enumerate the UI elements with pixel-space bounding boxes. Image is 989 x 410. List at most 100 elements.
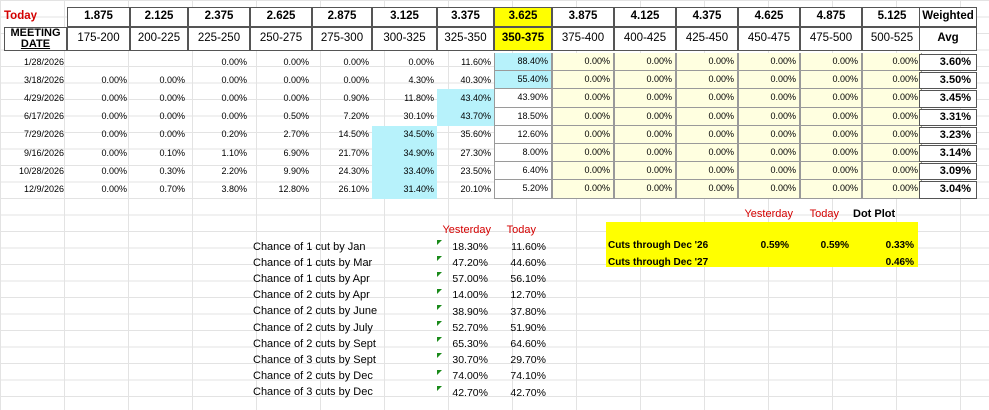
meeting-date-header[interactable]: MEETING DATE xyxy=(4,27,67,51)
probability-cell[interactable]: 43.70% xyxy=(437,107,494,126)
probability-cell[interactable]: 0.00% xyxy=(614,89,676,108)
probability-cell[interactable]: 0.00% xyxy=(283,74,309,85)
probability-cell[interactable]: 0.70% xyxy=(159,183,185,194)
probability-cell[interactable]: 0.00% xyxy=(552,162,614,181)
weighted-avg-cell[interactable]: 3.23% xyxy=(919,126,977,144)
probability-cell[interactable]: 0.00% xyxy=(800,107,862,126)
cut-yesterday-value[interactable]: 74.00% xyxy=(452,370,488,383)
cut-today-value[interactable]: 74.10% xyxy=(510,370,546,383)
summary-today-value[interactable]: 0.59% xyxy=(820,240,849,251)
probability-cell[interactable]: 33.40% xyxy=(372,162,437,181)
probability-cell[interactable]: 55.40% xyxy=(494,71,552,90)
probability-cell[interactable]: 20.10% xyxy=(460,183,491,194)
probability-cell[interactable]: 6.40% xyxy=(494,162,552,181)
cut-yesterday-value[interactable]: 52.70% xyxy=(452,321,488,334)
probability-cell[interactable]: 0.00% xyxy=(221,111,247,122)
probability-cell[interactable]: 0.00% xyxy=(614,53,676,72)
probability-cell[interactable]: 0.00% xyxy=(101,111,127,122)
probability-cell[interactable] xyxy=(130,53,188,71)
probability-cell[interactable]: 2.20% xyxy=(221,165,247,176)
probability-cell[interactable]: 0.10% xyxy=(159,147,185,158)
probability-cell[interactable]: 0.00% xyxy=(552,71,614,90)
probability-cell[interactable]: 0.00% xyxy=(800,180,862,199)
weighted-header[interactable]: Weighted xyxy=(919,7,977,27)
range-header[interactable]: 425-450 xyxy=(676,27,738,51)
probability-cell[interactable]: 0.00% xyxy=(283,92,309,103)
probability-cell[interactable]: 0.00% xyxy=(738,180,800,199)
cut-yesterday-value[interactable]: 57.00% xyxy=(452,273,488,286)
probability-cell[interactable]: 40.30% xyxy=(460,74,491,85)
cut-today-value[interactable]: 56.10% xyxy=(510,273,546,286)
summary-row-label[interactable]: Cuts through Dec '26 xyxy=(608,240,709,251)
probability-cell[interactable]: 88.40% xyxy=(494,53,552,72)
probability-cell[interactable]: 21.70% xyxy=(338,147,369,158)
cut-chance-label[interactable]: Chance of 3 cuts by Dec xyxy=(253,386,373,399)
probability-cell[interactable]: 34.90% xyxy=(372,144,437,163)
probability-cell[interactable]: 0.00% xyxy=(676,107,738,126)
probability-cell[interactable]: 0.00% xyxy=(676,125,738,144)
range-header[interactable]: 500-525 xyxy=(862,27,922,51)
probability-cell[interactable]: 14.50% xyxy=(338,129,369,140)
probability-cell[interactable]: 0.00% xyxy=(159,92,185,103)
probability-cell[interactable]: 27.30% xyxy=(460,147,491,158)
probability-cell[interactable]: 23.50% xyxy=(460,165,491,176)
probability-cell[interactable]: 0.00% xyxy=(676,53,738,72)
rate-header[interactable]: 4.125 xyxy=(614,7,676,27)
probability-cell[interactable]: 0.30% xyxy=(159,165,185,176)
probability-cell[interactable]: 0.00% xyxy=(738,162,800,181)
rate-header[interactable]: 1.875 xyxy=(67,7,130,27)
range-header[interactable]: 200-225 xyxy=(130,27,188,51)
probability-cell[interactable]: 26.10% xyxy=(338,183,369,194)
meeting-date-cell[interactable]: 1/28/2026 xyxy=(23,56,64,67)
cut-today-value[interactable]: 42.70% xyxy=(510,386,546,399)
probability-cell[interactable]: 0.00% xyxy=(614,162,676,181)
rate-header[interactable]: 4.375 xyxy=(676,7,738,27)
rate-header[interactable]: 3.875 xyxy=(552,7,614,27)
probability-cell[interactable]: 0.90% xyxy=(343,92,369,103)
cut-chance-label[interactable]: Chance of 2 cuts by July xyxy=(253,321,373,334)
range-header[interactable]: 400-425 xyxy=(614,27,676,51)
range-header[interactable]: 475-500 xyxy=(800,27,862,51)
rate-header[interactable]: 4.875 xyxy=(800,7,862,27)
probability-cell[interactable]: 43.90% xyxy=(494,89,552,108)
probability-cell[interactable]: 0.00% xyxy=(101,183,127,194)
weighted-avg-cell[interactable]: 3.45% xyxy=(919,90,977,108)
range-header[interactable]: 250-275 xyxy=(250,27,312,51)
probability-cell[interactable]: 0.00% xyxy=(800,144,862,163)
weighted-avg-cell[interactable]: 3.50% xyxy=(919,72,977,90)
probability-cell[interactable]: 34.50% xyxy=(372,125,437,144)
cut-yesterday-value[interactable]: 18.30% xyxy=(452,240,488,253)
meeting-date-cell[interactable]: 7/29/2026 xyxy=(23,129,64,140)
cut-chance-label[interactable]: Chance of 1 cuts by Mar xyxy=(253,256,373,269)
probability-cell[interactable]: 0.00% xyxy=(159,111,185,122)
cut-chance-label[interactable]: Chance of 3 cuts by Sept xyxy=(253,353,376,366)
range-header[interactable]: 375-400 xyxy=(552,27,614,51)
range-header[interactable]: 300-325 xyxy=(372,27,437,51)
probability-cell[interactable]: 0.00% xyxy=(862,180,922,199)
probability-cell[interactable]: 0.00% xyxy=(862,53,922,72)
meeting-date-cell[interactable]: 4/29/2026 xyxy=(23,92,64,103)
cuts-yesterday-header[interactable]: Yesterday xyxy=(442,223,491,236)
weighted-avg-cell[interactable]: 3.09% xyxy=(919,163,977,181)
probability-cell[interactable]: 31.40% xyxy=(372,180,437,199)
probability-cell[interactable]: 0.00% xyxy=(343,74,369,85)
probability-cell[interactable]: 24.30% xyxy=(338,165,369,176)
range-header[interactable]: 325-350 xyxy=(437,27,494,51)
summary-row-label[interactable]: Cuts through Dec '27 xyxy=(608,257,709,268)
probability-cell[interactable]: 11.60% xyxy=(461,56,491,67)
probability-cell[interactable]: 0.00% xyxy=(862,107,922,126)
summary-yesterday-value[interactable]: 0.59% xyxy=(760,240,789,251)
summary-dot-plot-header[interactable]: Dot Plot xyxy=(853,207,896,220)
probability-cell[interactable]: 0.00% xyxy=(221,74,247,85)
cut-today-value[interactable]: 12.70% xyxy=(510,289,546,302)
cut-today-value[interactable]: 64.60% xyxy=(510,338,546,351)
probability-cell[interactable]: 0.00% xyxy=(614,180,676,199)
weighted-avg-cell[interactable]: 3.14% xyxy=(919,145,977,163)
cuts-today-header[interactable]: Today xyxy=(506,223,536,236)
probability-cell[interactable]: 2.70% xyxy=(283,129,309,140)
probability-cell[interactable]: 18.50% xyxy=(494,107,552,126)
range-header[interactable]: 350-375 xyxy=(494,27,552,51)
probability-cell[interactable]: 0.00% xyxy=(862,89,922,108)
range-header[interactable]: 275-300 xyxy=(312,27,372,51)
probability-cell[interactable]: 0.00% xyxy=(221,92,247,103)
